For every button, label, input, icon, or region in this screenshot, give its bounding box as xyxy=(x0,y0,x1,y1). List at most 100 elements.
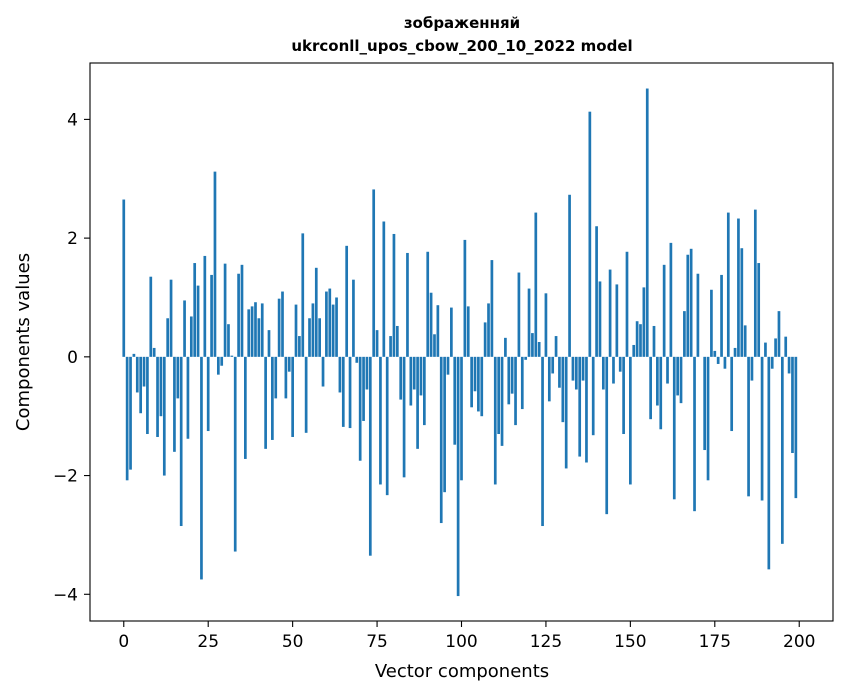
bar xyxy=(710,289,713,357)
bar xyxy=(784,336,788,357)
bar xyxy=(399,356,403,400)
bar xyxy=(200,356,203,580)
bar xyxy=(294,304,298,357)
x-tick-label: 125 xyxy=(530,632,562,652)
bar xyxy=(173,356,176,452)
bar xyxy=(284,356,288,399)
bar xyxy=(767,356,771,570)
bar xyxy=(760,356,764,501)
bar xyxy=(740,248,744,357)
bar xyxy=(493,356,497,485)
bar xyxy=(615,284,619,357)
bar xyxy=(146,356,149,435)
bar xyxy=(250,306,254,357)
x-tick-label: 75 xyxy=(366,632,388,652)
x-axis-label: Vector components xyxy=(375,661,549,682)
bar xyxy=(770,356,774,369)
bar xyxy=(679,356,683,404)
bar xyxy=(213,171,217,357)
bar xyxy=(389,336,392,357)
bar xyxy=(409,356,413,406)
bar xyxy=(578,356,582,457)
bar xyxy=(561,356,565,423)
bar xyxy=(683,311,686,357)
bar xyxy=(362,356,365,421)
bar xyxy=(662,264,666,357)
bar xyxy=(325,291,328,357)
bar xyxy=(311,303,315,357)
bar xyxy=(669,242,673,357)
bar xyxy=(780,356,784,544)
bar xyxy=(477,356,480,412)
bar xyxy=(608,269,612,357)
bar xyxy=(639,324,642,357)
bar xyxy=(534,212,538,357)
bar xyxy=(794,356,798,499)
bar xyxy=(149,276,153,357)
bar xyxy=(774,338,777,357)
bar xyxy=(645,88,649,357)
bar xyxy=(531,333,534,357)
y-tick-label: −4 xyxy=(53,585,78,605)
bar xyxy=(706,356,710,481)
bar xyxy=(274,356,278,399)
bar xyxy=(466,306,470,357)
bar xyxy=(223,263,227,357)
bar xyxy=(162,356,166,476)
bar xyxy=(260,303,264,357)
bar xyxy=(632,344,636,357)
bar xyxy=(439,356,443,524)
bar xyxy=(524,356,528,360)
bar xyxy=(365,356,369,390)
bar xyxy=(169,279,173,357)
bar xyxy=(287,356,291,372)
bar xyxy=(277,298,281,357)
bar xyxy=(629,356,632,485)
bar xyxy=(541,356,544,527)
x-tick-label: 175 xyxy=(699,632,731,652)
bar xyxy=(368,356,372,556)
y-axis-ticks: −4 −2 0 2 4 xyxy=(53,110,90,605)
bar xyxy=(595,226,598,357)
bar xyxy=(423,356,426,426)
bar xyxy=(379,356,382,485)
x-tick-label: 0 xyxy=(118,632,129,652)
y-tick-label: 4 xyxy=(67,110,78,130)
bar xyxy=(331,304,335,357)
y-axis-label: Components values xyxy=(13,253,34,431)
bar xyxy=(598,281,602,357)
bar xyxy=(247,309,251,357)
bar xyxy=(402,356,406,478)
x-tick-label: 150 xyxy=(614,632,646,652)
bar xyxy=(196,285,200,357)
bar xyxy=(433,334,436,357)
bar xyxy=(635,321,639,357)
bar xyxy=(443,356,446,493)
bar xyxy=(537,342,541,357)
bar xyxy=(271,356,274,440)
bar xyxy=(450,307,453,357)
bar xyxy=(750,356,754,381)
bar xyxy=(291,356,294,437)
bar xyxy=(385,356,389,496)
bar xyxy=(571,356,575,381)
bar xyxy=(544,293,548,357)
bar xyxy=(490,260,494,357)
bar xyxy=(237,273,240,357)
bar xyxy=(281,291,284,357)
bar xyxy=(480,356,484,417)
bar xyxy=(436,305,440,357)
bar xyxy=(206,356,210,432)
x-axis-ticks: 0 25 50 75 100 125 150 175 200 xyxy=(118,621,815,652)
bar xyxy=(358,356,362,461)
bar xyxy=(159,356,163,417)
bar xyxy=(210,274,213,357)
bars-group xyxy=(122,88,798,597)
bar xyxy=(338,356,342,393)
bar xyxy=(345,245,349,357)
bar xyxy=(510,356,514,394)
bar xyxy=(517,272,521,357)
bar xyxy=(574,356,578,390)
bar xyxy=(666,356,669,384)
